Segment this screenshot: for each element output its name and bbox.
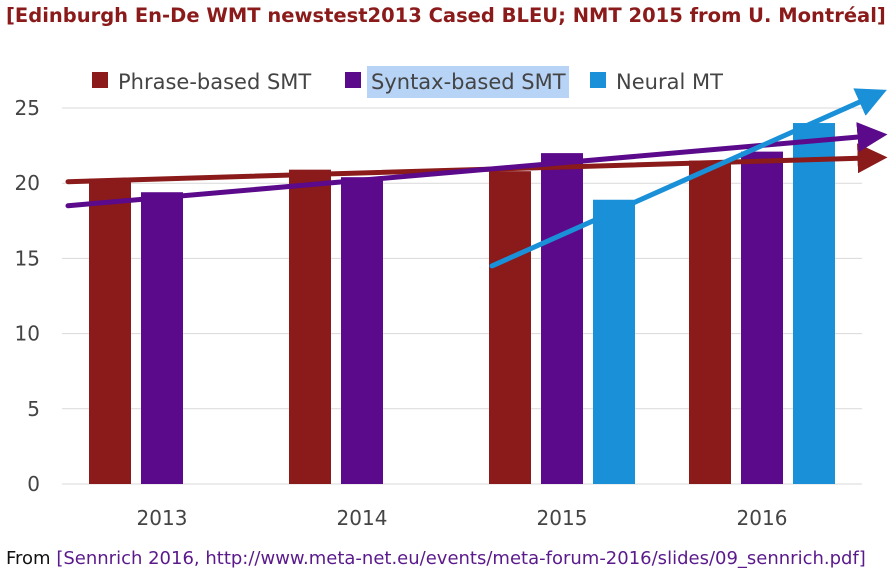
source-citation: From [Sennrich 2016, http://www.meta-net… [6, 548, 866, 569]
y-tick-label: 10 [15, 322, 40, 346]
y-tick-label: 15 [15, 246, 40, 270]
bar-syntax-based-smt-2015 [541, 153, 583, 484]
bar-syntax-based-smt-2013 [141, 192, 183, 484]
bar-phrase-based-smt-2013 [89, 178, 131, 485]
bar-neural-mt-2015 [593, 199, 635, 484]
citation-source: [Sennrich 2016, http://www.meta-net.eu/e… [56, 548, 866, 569]
y-tick-label: 0 [27, 472, 40, 496]
legend-label: Neural MT [616, 70, 723, 94]
citation-prefix: From [6, 548, 57, 569]
bar-syntax-based-smt-2016 [741, 151, 783, 484]
bar-neural-mt-2016 [793, 123, 835, 484]
x-tick-label: 2014 [337, 506, 388, 530]
bar-phrase-based-smt-2015 [489, 171, 531, 484]
trend-arrow-neural-mt [489, 88, 887, 269]
legend-highlight [367, 66, 569, 98]
trend-arrows [65, 88, 888, 269]
bar-syntax-based-smt-2014 [341, 177, 383, 484]
legend-swatch [92, 72, 108, 88]
legend-swatch [345, 72, 361, 88]
trend-arrow-syntax-based-smt [65, 122, 888, 209]
legend-label: Syntax-based SMT [371, 70, 566, 94]
y-axis: 0 5 10 15 20 25 [15, 96, 40, 496]
chart-title: [Edinburgh En-De WMT newstest2013 Cased … [6, 4, 886, 27]
y-tick-label: 5 [27, 397, 40, 421]
legend-swatch [590, 72, 606, 88]
x-axis: 2013 2014 2015 2016 [137, 506, 788, 530]
y-tick-label: 20 [15, 171, 40, 195]
legend-label: Phrase-based SMT [118, 70, 311, 94]
bar-phrase-based-smt-2014 [289, 169, 331, 484]
x-tick-label: 2015 [537, 506, 588, 530]
legend: Phrase-based SMT Syntax-based SMT Neural M… [92, 66, 723, 98]
x-tick-label: 2013 [137, 506, 188, 530]
bar-phrase-based-smt-2016 [689, 160, 731, 484]
x-tick-label: 2016 [737, 506, 788, 530]
bars [89, 123, 835, 485]
bar-chart: 0 5 10 15 20 25 2013 2014 2015 2016 Phrase-based… [15, 66, 888, 530]
y-tick-label: 25 [15, 96, 40, 120]
